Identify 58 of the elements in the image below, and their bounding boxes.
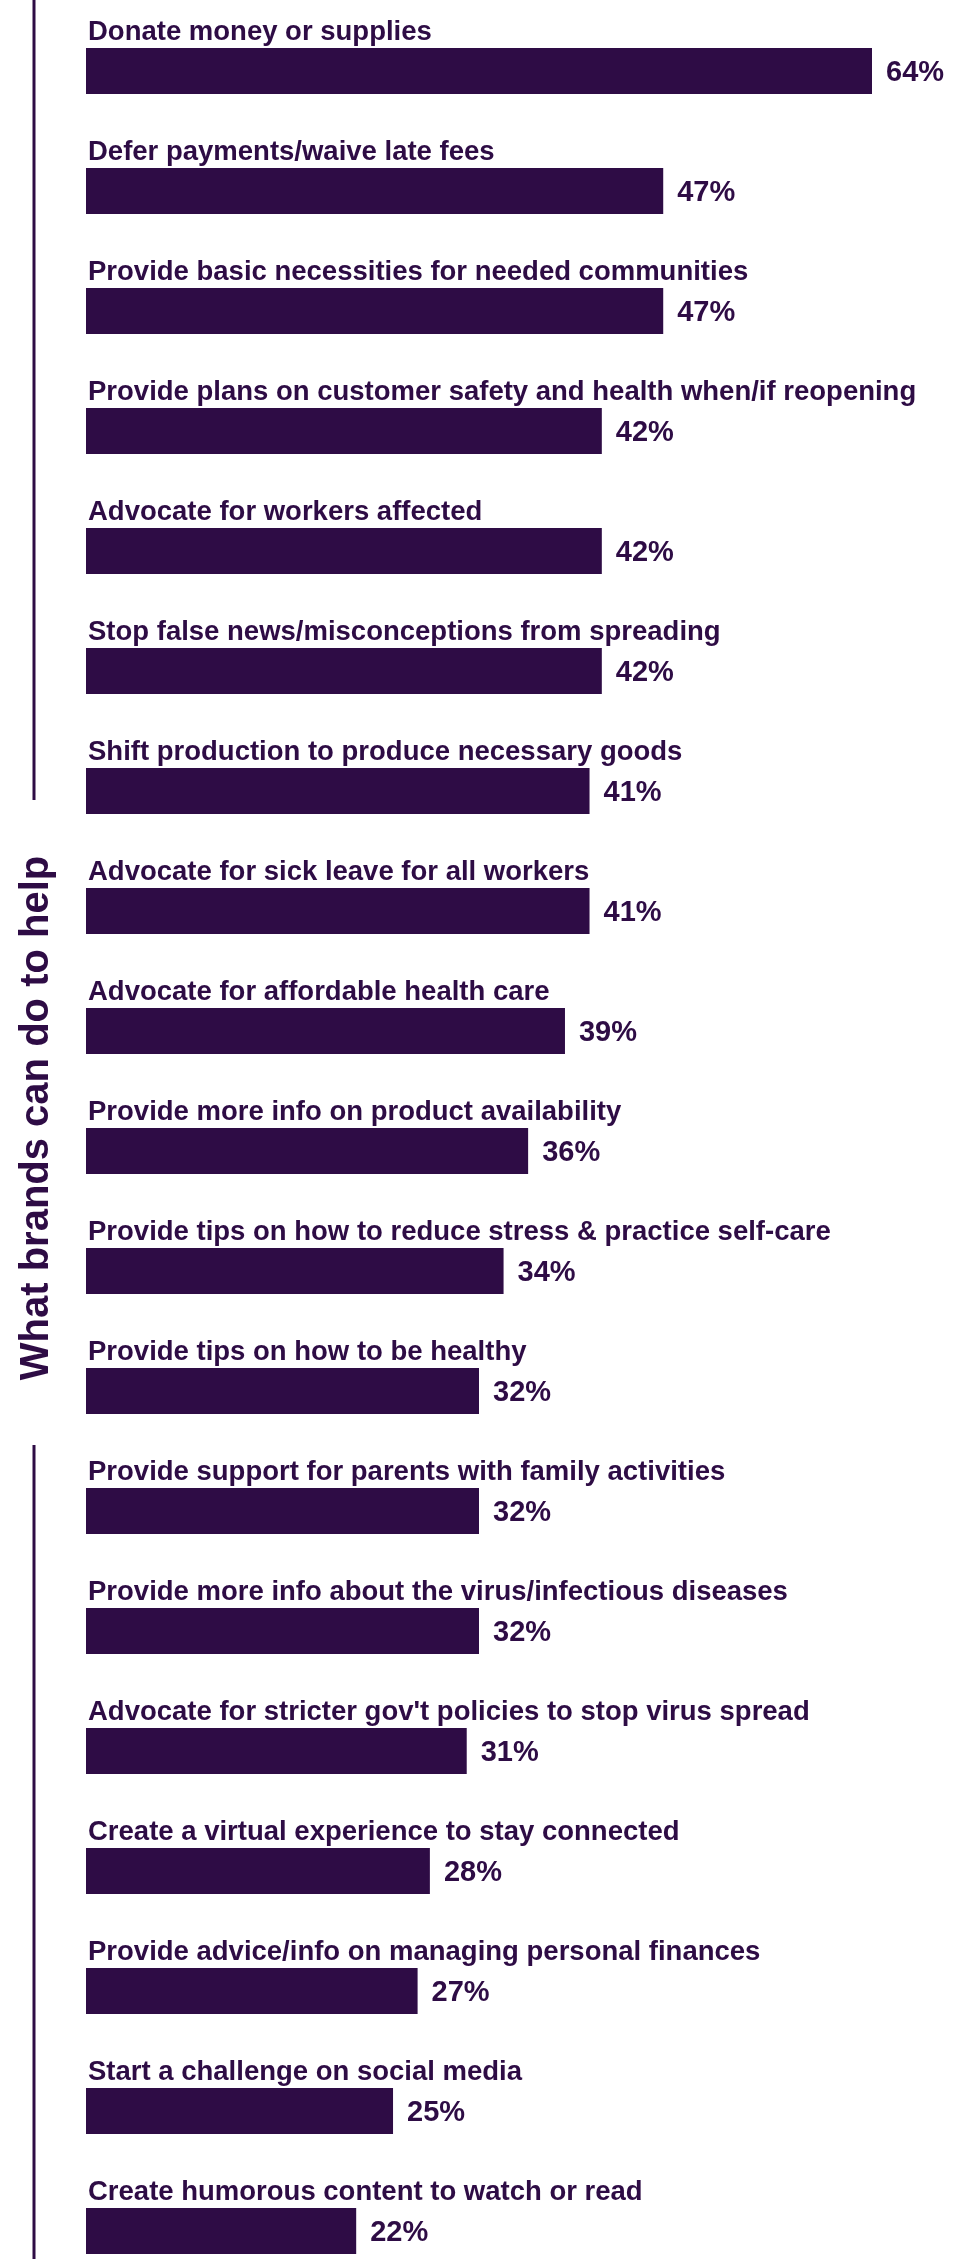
data-label: 41% <box>603 775 662 807</box>
y-tick-label: Create a virtual experience to stay connected <box>88 1815 680 1846</box>
data-label: 34% <box>517 1255 576 1287</box>
data-label: 32% <box>493 1615 552 1647</box>
data-label: 22% <box>370 2215 429 2247</box>
bar <box>86 1968 418 2014</box>
y-tick-label: Provide more info on product availability <box>88 1095 622 1126</box>
bar <box>86 2088 394 2134</box>
bar <box>86 2208 357 2254</box>
data-label: 28% <box>443 1855 503 1887</box>
data-label: 32% <box>493 1495 552 1527</box>
bar <box>86 1248 504 1294</box>
data-label: 27% <box>431 1975 490 2007</box>
bar <box>86 168 664 214</box>
data-label: 31% <box>480 1735 539 1767</box>
bar <box>86 1848 430 1894</box>
y-tick-label: Defer payments/waive late fees <box>88 135 495 166</box>
data-label: 36% <box>542 1135 601 1167</box>
y-tick-label: Create humorous content to watch or read <box>88 2175 643 2206</box>
bar <box>86 1728 467 1774</box>
data-label: 42% <box>615 535 675 567</box>
data-label: 39% <box>578 1015 638 1047</box>
bar <box>86 648 602 694</box>
y-tick-label: Advocate for stricter gov't policies to stop virus spread <box>88 1695 810 1726</box>
data-label: 42% <box>615 415 675 447</box>
bar <box>86 288 664 334</box>
y-tick-label: Advocate for workers affected <box>88 495 483 526</box>
data-label: 41% <box>603 895 662 927</box>
y-tick-label: Provide advice/info on managing personal finances <box>88 1935 761 1966</box>
bar <box>86 768 590 814</box>
bar <box>86 1608 479 1654</box>
bar <box>86 1368 479 1414</box>
data-label: 42% <box>615 655 675 687</box>
y-tick-label: Advocate for affordable health care <box>88 975 550 1006</box>
y-tick-label: Provide support for parents with family activities <box>88 1455 726 1486</box>
y-tick-label: Provide basic necessities for needed communities <box>88 255 749 286</box>
y-tick-label: Donate money or supplies <box>88 15 432 46</box>
y-tick-label: Provide tips on how to reduce stress & practice self-care <box>88 1215 831 1246</box>
data-label: 47% <box>677 295 736 327</box>
y-tick-label: Advocate for sick leave for all workers <box>88 855 590 886</box>
bar <box>86 888 590 934</box>
bar <box>86 1008 565 1054</box>
data-label: 64% <box>886 55 945 87</box>
y-axis-title: What brands can do to help <box>12 855 56 1381</box>
data-label: 47% <box>677 175 736 207</box>
bar <box>86 1488 479 1534</box>
bar <box>86 528 602 574</box>
bar <box>86 408 602 454</box>
data-label: 25% <box>407 2095 466 2127</box>
y-tick-label: Provide plans on customer safety and health when/if reopening <box>88 375 917 406</box>
y-tick-label: Shift production to produce necessary goods <box>88 735 683 766</box>
y-tick-label: Start a challenge on social media <box>88 2055 523 2086</box>
y-tick-label: Provide tips on how to be healthy <box>88 1335 528 1366</box>
data-label: 32% <box>493 1375 552 1407</box>
y-tick-label: Stop false news/misconceptions from spreading <box>88 615 721 646</box>
bar <box>86 48 872 94</box>
y-tick-label: Provide more info about the virus/infectious diseases <box>88 1575 788 1606</box>
bar <box>86 1128 529 1174</box>
